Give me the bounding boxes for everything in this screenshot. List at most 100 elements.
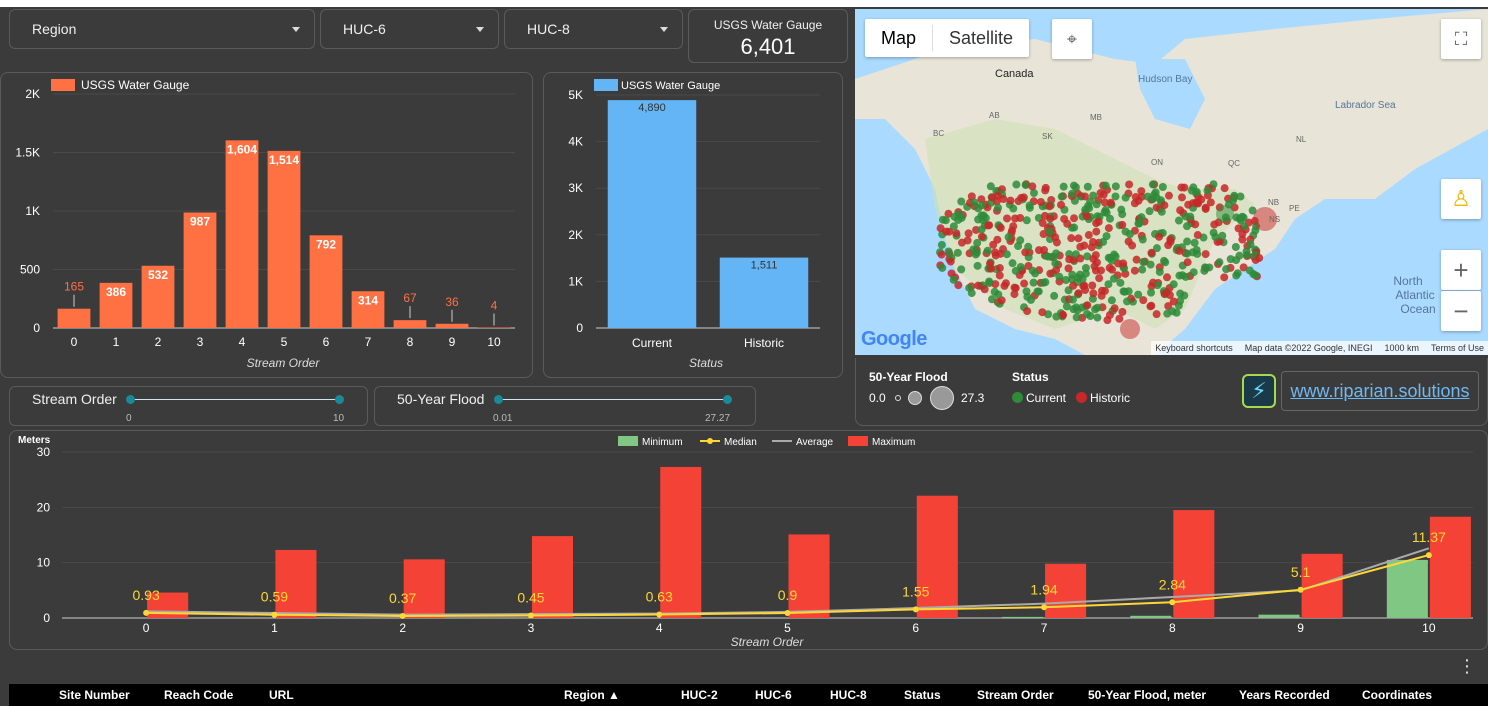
gauge-marker[interactable] [1004,233,1013,242]
gauge-marker[interactable] [1069,281,1078,290]
gauge-marker[interactable] [944,209,953,218]
gauge-marker[interactable] [1194,199,1203,208]
flood-max-handle[interactable] [723,395,732,404]
gauge-marker[interactable] [991,251,1000,260]
gauge-marker[interactable] [1215,258,1224,267]
gauge-marker[interactable] [1036,197,1045,206]
median-point[interactable] [1041,604,1048,611]
gauge-marker[interactable] [1011,214,1020,223]
gauge-marker[interactable] [1101,181,1110,190]
gauge-marker[interactable] [1065,255,1074,264]
gauge-marker[interactable] [1079,282,1088,291]
maximum-bar[interactable] [275,549,317,618]
bar[interactable] [183,212,217,328]
gauge-marker[interactable] [1160,256,1169,265]
median-point[interactable] [784,610,791,617]
gauge-marker[interactable] [1108,265,1117,274]
fullscreen-icon[interactable]: ⛶ [1441,19,1481,59]
gauge-marker[interactable] [1150,190,1159,199]
gauge-marker[interactable] [1168,307,1177,316]
gauge-marker[interactable] [1055,272,1064,281]
keyboard-shortcuts-link[interactable]: Keyboard shortcuts [1155,343,1233,353]
gauge-marker[interactable] [1125,180,1134,189]
gauge-marker[interactable] [977,195,986,204]
gauge-marker[interactable] [1146,260,1155,269]
gauge-marker[interactable] [1139,296,1148,305]
gauge-marker[interactable] [1190,238,1199,247]
column-header[interactable]: HUC-6 [755,688,792,702]
gauge-marker[interactable] [1147,248,1156,257]
gauge-marker[interactable] [1096,189,1105,198]
column-header[interactable]: 50-Year Flood, meter [1088,688,1207,702]
gauge-marker[interactable] [957,265,966,274]
gauge-marker[interactable] [1089,191,1098,200]
maximum-bar[interactable] [916,495,958,618]
gauge-marker[interactable] [1236,216,1245,225]
column-header[interactable]: URL [269,688,294,702]
gauge-marker[interactable] [1059,182,1068,191]
gauge-marker[interactable] [1115,314,1124,323]
gauge-marker[interactable] [1076,242,1085,251]
gauge-marker[interactable] [1236,192,1245,201]
gauge-marker[interactable] [1147,288,1156,297]
gauge-marker[interactable] [1070,223,1079,232]
gauge-marker[interactable] [1131,193,1140,202]
minimum-bar[interactable] [1258,614,1300,618]
gauge-marker[interactable] [1235,251,1244,260]
gauge-marker[interactable] [1137,187,1146,196]
gauge-marker[interactable] [1021,180,1030,189]
gauge-marker[interactable] [957,197,966,206]
gauge-marker[interactable] [1102,232,1111,241]
gauge-marker[interactable] [1093,303,1102,312]
gauge-marker[interactable] [1008,259,1017,268]
gauge-marker[interactable] [1074,234,1083,243]
column-header[interactable]: Region ▲ [564,688,620,702]
gauge-marker[interactable] [1253,207,1277,231]
gauge-marker[interactable] [1011,266,1020,275]
minimum-bar[interactable] [1001,616,1044,618]
column-header[interactable]: Coordinates [1362,688,1433,702]
gauge-marker[interactable] [1193,231,1202,240]
gauge-marker[interactable] [1057,200,1066,209]
gauge-marker[interactable] [1025,201,1034,210]
gauge-marker[interactable] [1210,220,1219,229]
gauge-marker[interactable] [1145,207,1154,216]
gauge-marker[interactable] [1052,312,1061,321]
gauge-marker[interactable] [1081,263,1090,272]
stream-order-max-handle[interactable] [335,395,344,404]
gauge-marker[interactable] [1067,234,1076,243]
gauge-marker[interactable] [1041,186,1050,195]
gauge-marker[interactable] [1028,182,1037,191]
gauge-marker[interactable] [1192,187,1201,196]
gauge-marker[interactable] [1183,237,1192,246]
gauge-marker[interactable] [1182,222,1191,231]
gauge-marker[interactable] [1104,224,1113,233]
gauge-marker[interactable] [1029,278,1038,287]
gauge-marker[interactable] [950,212,959,221]
gauge-marker[interactable] [971,250,980,259]
gauge-marker[interactable] [1193,249,1202,258]
gauge-marker[interactable] [937,240,946,249]
gauge-marker[interactable] [1051,233,1060,242]
gauge-marker[interactable] [1143,192,1152,201]
minimum-bar[interactable] [1386,559,1428,618]
gauge-marker[interactable] [985,221,994,230]
gauge-marker[interactable] [949,275,958,284]
gauge-marker[interactable] [1123,297,1132,306]
gauge-marker[interactable] [1033,287,1042,296]
gauge-marker[interactable] [1169,297,1178,306]
median-point[interactable] [656,611,663,618]
gauge-marker[interactable] [1040,211,1049,220]
gauge-marker[interactable] [1152,244,1161,253]
bar[interactable] [393,320,427,328]
gauge-marker[interactable] [1088,281,1097,290]
gauge-marker[interactable] [1163,273,1172,282]
gauge-marker[interactable] [1045,202,1054,211]
stream-order-min-handle[interactable] [126,395,135,404]
gauge-marker[interactable] [1220,184,1229,193]
gauge-marker[interactable] [1068,270,1077,279]
gauge-marker[interactable] [1186,212,1195,221]
gauge-marker[interactable] [957,238,966,247]
maximum-bar[interactable] [531,536,574,618]
gauge-marker[interactable] [938,215,947,224]
